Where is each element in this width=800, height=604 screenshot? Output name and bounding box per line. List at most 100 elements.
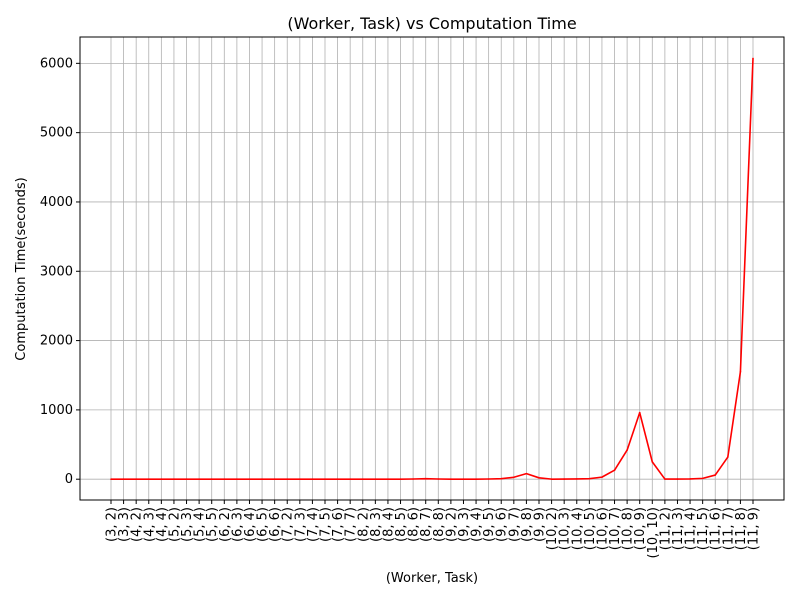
y-tick-label: 6000 <box>40 56 73 71</box>
data-point <box>739 370 742 373</box>
x-tick-label: (7, 3) <box>293 507 308 542</box>
x-tick-label: (9, 3) <box>457 507 472 542</box>
x-tick-label: (6, 2) <box>218 507 233 542</box>
data-point <box>601 476 603 478</box>
data-point <box>500 477 503 480</box>
x-tick-label: (4, 2) <box>130 507 145 542</box>
y-axis: 0 1000 2000 3000 4000 5000 6000 <box>40 56 80 487</box>
x-tick-label: (8, 3) <box>369 507 384 542</box>
x-tick-label: (9, 5) <box>482 507 497 542</box>
x-tick-label: (11, 4) <box>684 507 699 550</box>
chart-title: (Worker, Task) vs Computation Time <box>287 14 576 33</box>
y-axis-label: Computation Time(seconds) <box>14 177 29 360</box>
x-tick-label: (11, 7) <box>721 507 736 550</box>
x-tick-label: (8, 8) <box>432 507 447 542</box>
x-tick-label: (8, 6) <box>407 507 422 542</box>
x-tick-label: (7, 5) <box>319 507 334 542</box>
data-point <box>248 478 251 481</box>
x-tick-label: (6, 3) <box>230 507 245 542</box>
data-point <box>122 478 125 481</box>
data-point <box>727 456 729 458</box>
data-point <box>424 477 427 480</box>
y-tick-label: 1000 <box>40 403 73 418</box>
grid <box>80 37 784 500</box>
data-point <box>160 478 163 481</box>
data-point <box>273 478 276 481</box>
data-point <box>513 476 515 479</box>
x-tick-label: (9, 2) <box>444 507 459 542</box>
data-point <box>336 478 339 481</box>
data-point <box>626 449 628 451</box>
data-point <box>261 478 263 481</box>
y-tick-label: 2000 <box>40 334 73 349</box>
x-tick-label: (9, 9) <box>533 507 548 542</box>
x-tick-label: (5, 5) <box>205 507 220 542</box>
data-point <box>147 478 150 481</box>
data-point <box>575 478 578 480</box>
data-point <box>286 478 289 481</box>
data-point <box>324 478 326 481</box>
data-point <box>563 478 565 480</box>
series-line <box>111 58 754 481</box>
data-point <box>198 478 200 481</box>
data-point <box>450 478 452 481</box>
data-point <box>651 461 654 463</box>
x-tick-label: (4, 4) <box>155 507 170 542</box>
x-tick-label: (4, 3) <box>142 507 157 542</box>
x-tick-label: (11, 8) <box>734 507 749 550</box>
x-tick-label: (7, 6) <box>331 507 346 542</box>
x-tick-label: (11, 9) <box>747 507 762 550</box>
x-tick-label: (6, 5) <box>256 507 271 542</box>
data-point <box>689 478 691 480</box>
data-point <box>475 478 477 480</box>
x-tick-label: (10, 10) <box>646 507 661 559</box>
data-point <box>349 478 351 481</box>
data-point <box>374 478 377 481</box>
series-layer <box>110 57 754 481</box>
x-tick-label: (8, 7) <box>419 507 434 542</box>
x-tick-label: (10, 7) <box>608 507 623 550</box>
x-tick-label: (10, 8) <box>621 507 636 550</box>
data-point <box>135 478 137 481</box>
x-tick-label: (6, 6) <box>268 507 283 542</box>
plot-area-frame <box>79 36 785 501</box>
x-tick-label: (9, 6) <box>495 507 510 542</box>
data-point <box>752 57 754 60</box>
x-tick-label: (9, 8) <box>520 507 535 542</box>
y-tick-label: 0 <box>65 472 73 487</box>
data-point <box>173 478 175 481</box>
x-axis-label: (Worker, Task) <box>386 571 478 586</box>
x-tick-label: (5, 4) <box>193 507 208 542</box>
y-tick-label: 5000 <box>40 126 73 141</box>
x-tick-label: (6, 4) <box>243 507 258 542</box>
data-point <box>676 478 679 480</box>
x-tick-label: (8, 2) <box>356 507 371 542</box>
x-tick-label: (11, 5) <box>696 507 711 550</box>
data-point <box>525 472 528 475</box>
data-point <box>412 478 414 480</box>
x-tick-label: (10, 5) <box>583 507 598 550</box>
data-point <box>387 478 389 481</box>
x-axis: (3, 2)(3, 3)(4, 2)(4, 3)(4, 4)(5, 2)(5, … <box>105 500 762 559</box>
x-tick-label: (7, 4) <box>306 507 321 542</box>
x-tick-label: (10, 2) <box>545 507 560 550</box>
data-point <box>185 478 188 481</box>
data-point <box>714 474 717 476</box>
x-tick-label: (9, 4) <box>470 507 485 542</box>
data-point <box>538 477 540 479</box>
data-point <box>613 469 616 471</box>
x-tick-label: (5, 3) <box>180 507 195 542</box>
data-point <box>437 478 440 480</box>
x-tick-label: (10, 6) <box>595 507 610 550</box>
y-tick-label: 4000 <box>40 195 73 210</box>
x-tick-label: (10, 9) <box>633 507 648 550</box>
data-point <box>361 478 364 481</box>
data-point <box>701 477 704 480</box>
data-point <box>638 411 641 414</box>
x-tick-label: (7, 7) <box>344 507 359 542</box>
x-tick-label: (8, 4) <box>381 507 396 542</box>
x-tick-label: (8, 5) <box>394 507 409 542</box>
x-tick-label: (5, 2) <box>167 507 182 542</box>
data-point <box>110 478 112 481</box>
